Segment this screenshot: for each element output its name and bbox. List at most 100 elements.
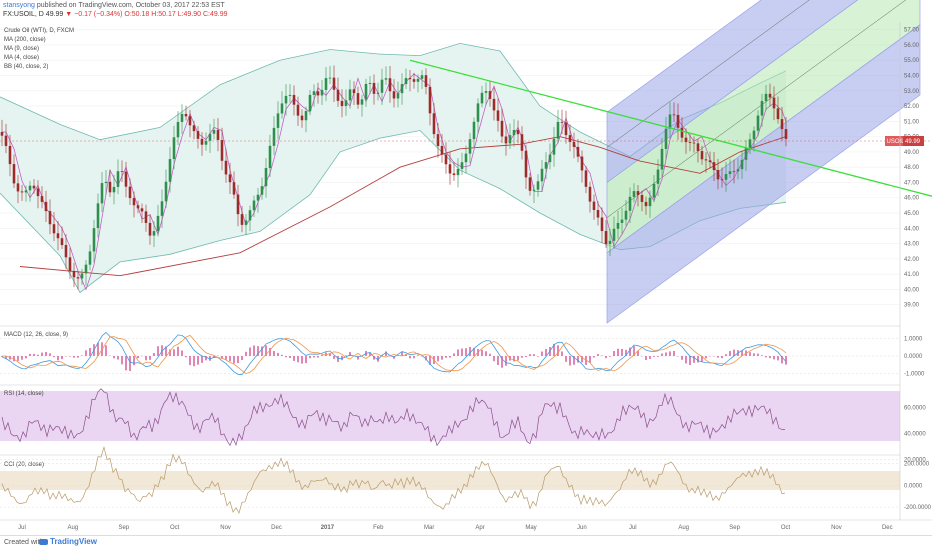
tradingview-icon	[39, 539, 48, 545]
candle-body	[193, 125, 196, 131]
price-tick: 48.00	[904, 165, 920, 171]
candle-body	[741, 160, 744, 169]
macd-bar	[645, 356, 647, 360]
macd-bar	[229, 356, 231, 361]
candle-body	[665, 129, 668, 149]
candle-body	[565, 122, 568, 135]
candle-body	[9, 146, 12, 164]
candle-body	[649, 198, 652, 206]
price-tick: 42.00	[904, 257, 920, 263]
macd-bar	[561, 351, 563, 356]
candle-body	[265, 168, 268, 186]
macd-bar	[277, 353, 279, 356]
price-tick: 51.00	[904, 119, 920, 125]
candle-body	[369, 83, 372, 84]
macd-bar	[249, 347, 251, 356]
candle-body	[585, 170, 588, 186]
macd-bar	[173, 349, 175, 356]
candle-body	[89, 251, 92, 264]
macd-bar	[185, 356, 187, 357]
candle-body	[221, 140, 224, 161]
price-tick: 49.00	[904, 150, 920, 156]
candle-body	[701, 151, 704, 159]
candle-body	[217, 130, 220, 140]
macd-bar	[33, 354, 35, 356]
time-tick: Dec	[271, 525, 282, 531]
candle-body	[345, 100, 348, 106]
macd-bar	[449, 356, 451, 358]
candle-body	[689, 142, 692, 143]
macd-bar	[521, 356, 523, 358]
created-with-text: Created with	[4, 539, 43, 546]
price-tick: 46.00	[904, 196, 920, 202]
macd-bar	[725, 354, 727, 356]
candle-body	[721, 179, 724, 180]
time-tick: Feb	[373, 525, 384, 531]
macd-bar	[81, 355, 83, 356]
candle-body	[577, 147, 580, 157]
candle-body	[729, 171, 732, 174]
macd-bar	[437, 356, 439, 361]
time-tick: Dec	[882, 525, 893, 531]
candle-body	[597, 210, 600, 218]
candle-body	[621, 220, 624, 223]
candle-body	[641, 195, 644, 202]
indicator-tick: 40.0000	[904, 432, 926, 438]
macd-bar	[557, 345, 559, 356]
candle-body	[605, 231, 608, 244]
macd-bar	[289, 356, 291, 358]
candle-body	[437, 134, 440, 146]
candle-body	[777, 108, 780, 119]
candle-body	[361, 99, 364, 104]
macd-bar	[69, 356, 71, 357]
macd-bar	[705, 356, 707, 358]
macd-bar	[157, 346, 159, 356]
candle-body	[13, 164, 16, 183]
candle-body	[561, 122, 564, 123]
candle-body	[669, 114, 672, 128]
macd-bar	[689, 356, 691, 365]
time-tick: Sep	[118, 525, 129, 531]
candle-body	[73, 271, 76, 277]
macd-bar	[145, 356, 147, 360]
candle-body	[581, 157, 584, 171]
candle-body	[781, 119, 784, 129]
footer: Created with TradingView	[0, 535, 932, 551]
candle-body	[501, 121, 504, 137]
candle-body	[405, 78, 408, 84]
candle-body	[421, 75, 424, 79]
macd-bar	[417, 355, 419, 356]
macd-bar	[49, 353, 51, 356]
candle-body	[557, 122, 560, 139]
author-link[interactable]: stansyong	[3, 2, 35, 9]
macd-bar	[301, 356, 303, 364]
macd-bar	[597, 354, 599, 356]
time-tick: Aug	[678, 525, 689, 531]
tradingview-logo[interactable]: TradingView	[39, 537, 97, 546]
macd-bar	[177, 347, 179, 356]
candle-body	[157, 216, 160, 231]
macd-bar	[153, 353, 155, 356]
legend-ma200: MA (200, close)	[4, 37, 46, 43]
candle-body	[737, 169, 740, 171]
macd-bar	[441, 356, 443, 360]
last-price: 49.99	[46, 11, 64, 18]
indicator-tick: 0.0000	[904, 354, 923, 360]
candle-body	[301, 116, 304, 121]
time-tick: May	[525, 525, 536, 531]
indicator-tick: 0.0000	[904, 483, 923, 489]
macd-bar	[77, 356, 79, 358]
candle-body	[509, 135, 512, 143]
macd-bar	[37, 355, 39, 356]
candle-body	[601, 218, 604, 232]
legend-ma4: MA (4, close)	[4, 55, 39, 61]
macd-bar	[481, 350, 483, 356]
candle-body	[573, 142, 576, 147]
macd-bar	[21, 356, 23, 360]
macd-bar	[517, 356, 519, 360]
macd-bar	[309, 356, 311, 358]
candle-body	[377, 93, 380, 94]
macd-bar	[661, 354, 663, 356]
macd-bar	[605, 356, 607, 358]
